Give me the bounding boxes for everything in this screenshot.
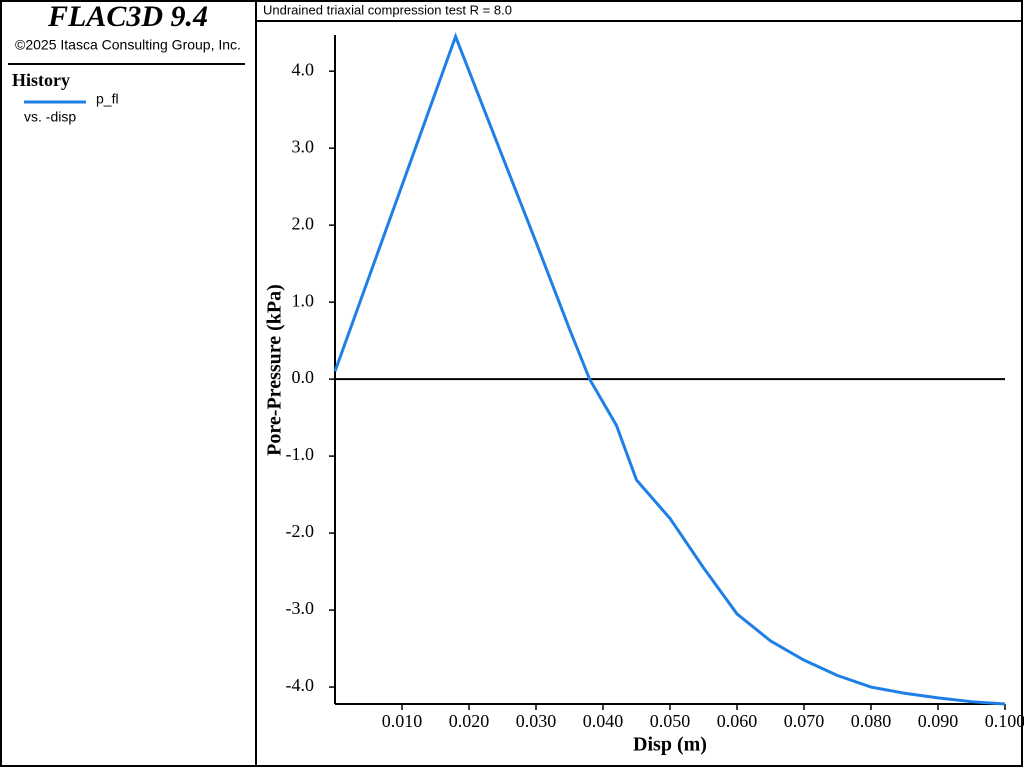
y-tick-label: -2.0	[286, 521, 315, 541]
y-tick-label: 0.0	[292, 367, 315, 387]
x-tick-label: 0.100	[985, 711, 1024, 731]
x-tick-label: 0.040	[583, 711, 624, 731]
x-tick-label: 0.070	[784, 711, 825, 731]
x-tick-label: 0.050	[650, 711, 691, 731]
app-title: FLAC3D 9.4	[47, 0, 208, 33]
y-tick-label: -1.0	[286, 444, 315, 464]
data-line	[333, 32, 1006, 706]
y-tick-label: 1.0	[292, 290, 315, 310]
y-tick-label: 3.0	[292, 136, 315, 156]
x-tick-label: 0.080	[851, 711, 892, 731]
x-axis-label: Disp (m)	[633, 734, 707, 756]
x-tick-label: 0.010	[382, 711, 423, 731]
copyright: ©2025 Itasca Consulting Group, Inc.	[15, 37, 241, 53]
x-tick-label: 0.020	[449, 711, 490, 731]
y-tick-label: -4.0	[286, 675, 315, 695]
x-tick-label: 0.030	[516, 711, 557, 731]
x-tick-label: 0.090	[918, 711, 959, 731]
y-axis-label: Pore-Pressure (kPa)	[264, 284, 286, 456]
y-tick-label: 4.0	[292, 59, 315, 79]
legend-x-label: vs. -disp	[24, 109, 76, 125]
history-heading: History	[12, 70, 70, 90]
legend-label: p_fl	[96, 91, 119, 107]
chart-title: Undrained triaxial compression test R = …	[263, 2, 512, 17]
y-tick-label: -3.0	[286, 598, 315, 618]
y-tick-label: 2.0	[292, 213, 315, 233]
plot-panel	[255, 0, 1023, 767]
x-tick-label: 0.060	[717, 711, 758, 731]
